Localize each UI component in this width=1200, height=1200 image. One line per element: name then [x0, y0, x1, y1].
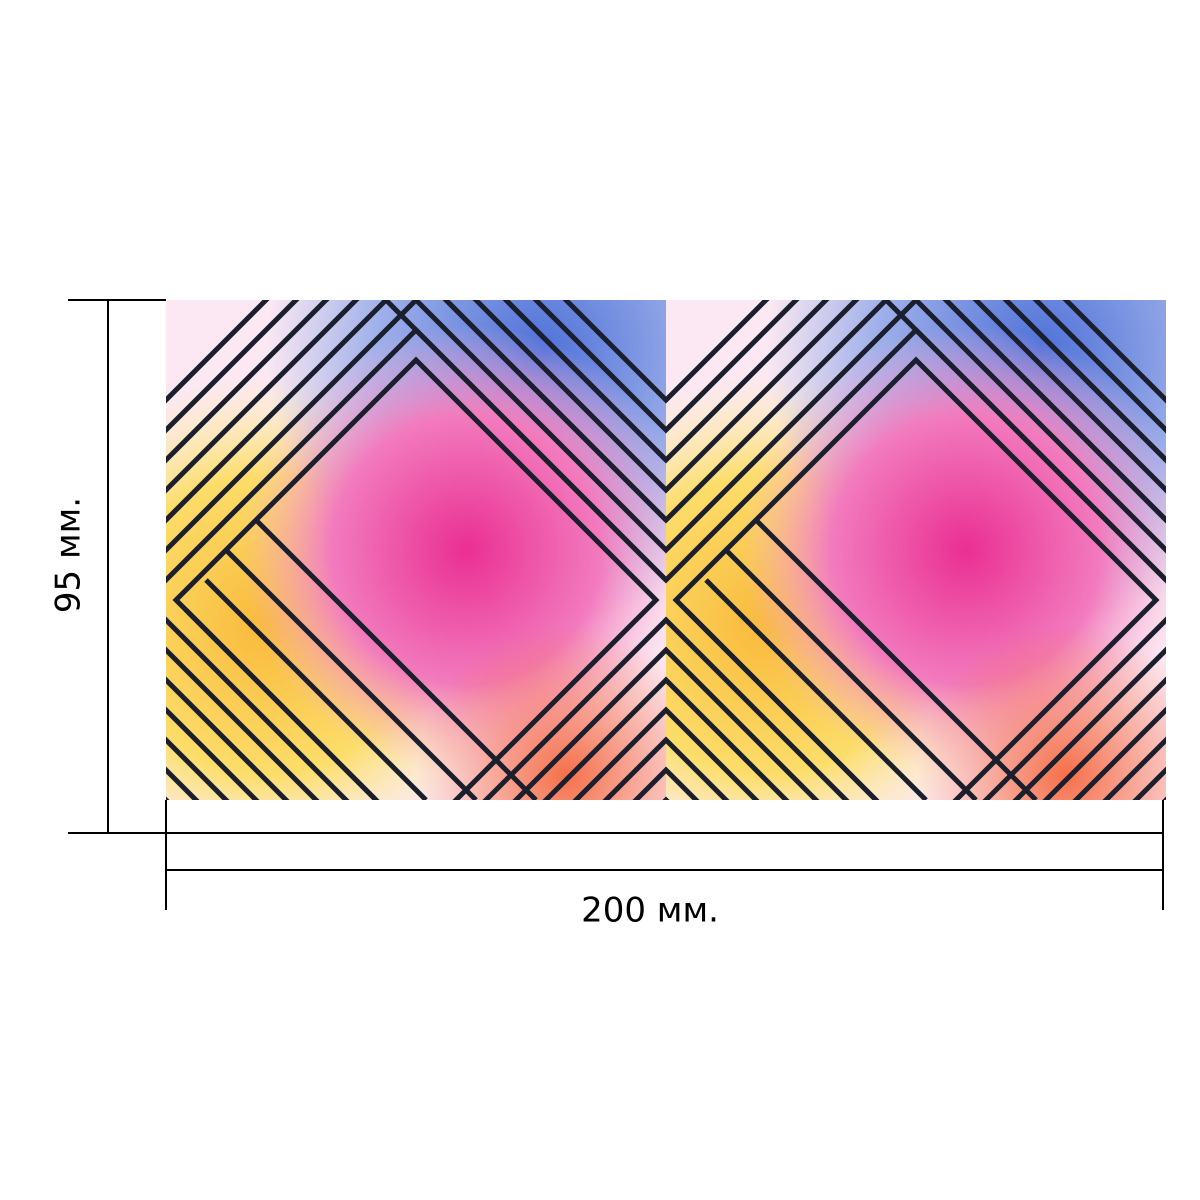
height-dimension: 95 мм.: [49, 299, 166, 834]
width-label: 200 мм.: [581, 891, 719, 931]
height-label: 95 мм.: [49, 497, 89, 613]
width-dimension: 200 мм.: [165, 800, 1164, 931]
